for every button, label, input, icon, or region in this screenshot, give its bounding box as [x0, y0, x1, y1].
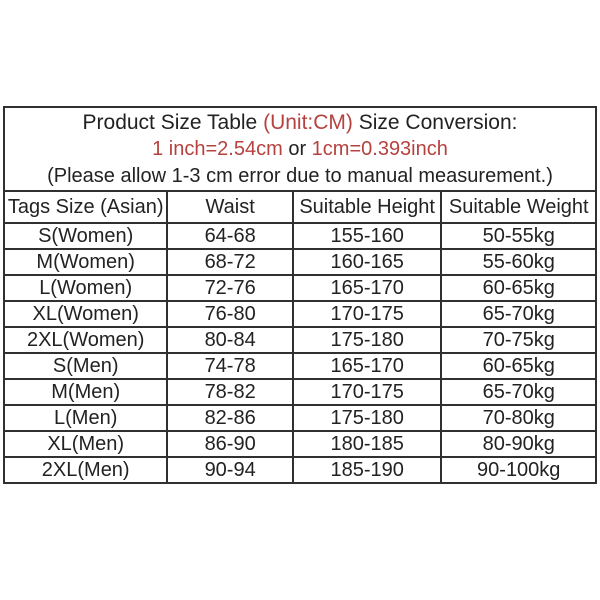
- weight-cell: 60-65kg: [440, 352, 597, 380]
- waist-cell: 68-72: [166, 248, 294, 276]
- size-cell: M(Men): [2, 378, 169, 406]
- col-header-suitable-height: Suitable Height: [291, 190, 443, 224]
- weight-cell: 65-70kg: [440, 300, 597, 328]
- waist-cell: 82-86: [166, 404, 294, 432]
- table-row: 2XL(Women) 80-84 175-180 70-75kg: [2, 326, 597, 354]
- height-cell: 160-165: [291, 248, 443, 276]
- waist-cell: 76-80: [166, 300, 294, 328]
- table-title: Product Size Table (Unit:CM) Size Conver…: [6, 109, 594, 136]
- height-cell: 180-185: [291, 430, 443, 458]
- product-size-table: Product Size Table (Unit:CM) Size Conver…: [2, 106, 597, 484]
- height-cell: 170-175: [291, 378, 443, 406]
- size-cell: M(Women): [2, 248, 169, 276]
- weight-cell: 55-60kg: [440, 248, 597, 276]
- waist-cell: 74-78: [166, 352, 294, 380]
- weight-cell: 60-65kg: [440, 274, 597, 302]
- height-cell: 175-180: [291, 404, 443, 432]
- height-cell: 175-180: [291, 326, 443, 354]
- height-cell: 185-190: [291, 456, 443, 484]
- waist-cell: 90-94: [166, 456, 294, 484]
- height-cell: 155-160: [291, 222, 443, 250]
- size-cell: XL(Women): [2, 300, 169, 328]
- size-cell: 2XL(Women): [2, 326, 169, 354]
- weight-cell: 50-55kg: [440, 222, 597, 250]
- conversion-line: 1 inch=2.54cm or 1cm=0.393inch: [6, 136, 594, 163]
- column-header-row: Tags Size (Asian) Waist Suitable Height …: [2, 190, 597, 224]
- table-title-block: Product Size Table (Unit:CM) Size Conver…: [3, 106, 597, 192]
- conversion-or: or: [282, 137, 312, 160]
- table-row: XL(Women) 76-80 170-175 65-70kg: [2, 300, 597, 328]
- cm-to-inch: 1cm=0.393inch: [311, 137, 448, 160]
- measurement-note: (Please allow 1-3 cm error due to manual…: [47, 164, 553, 187]
- weight-cell: 80-90kg: [440, 430, 597, 458]
- waist-cell: 72-76: [166, 274, 294, 302]
- table-row: M(Women) 68-72 160-165 55-60kg: [2, 248, 597, 276]
- waist-cell: 80-84: [166, 326, 294, 354]
- unit-cm-highlight: (Unit:CM): [263, 110, 353, 134]
- title-row: Product Size Table (Unit:CM) Size Conver…: [3, 106, 597, 192]
- col-header-waist: Waist: [166, 190, 294, 224]
- table-row: XL(Men) 86-90 180-185 80-90kg: [2, 430, 597, 458]
- weight-cell: 70-75kg: [440, 326, 597, 354]
- table-row: M(Men) 78-82 170-175 65-70kg: [2, 378, 597, 406]
- size-cell: L(Men): [2, 404, 169, 432]
- height-cell: 170-175: [291, 300, 443, 328]
- title-prefix: Product Size Table: [82, 110, 264, 134]
- col-header-tags-size: Tags Size (Asian): [2, 190, 169, 224]
- size-cell: XL(Men): [2, 430, 169, 458]
- weight-cell: 90-100kg: [440, 456, 597, 484]
- waist-cell: 86-90: [166, 430, 294, 458]
- waist-cell: 64-68: [166, 222, 294, 250]
- size-cell: 2XL(Men): [2, 456, 169, 484]
- size-cell: S(Men): [2, 352, 169, 380]
- table-row: L(Women) 72-76 165-170 60-65kg: [2, 274, 597, 302]
- col-header-suitable-weight: Suitable Weight: [440, 190, 597, 224]
- waist-cell: 78-82: [166, 378, 294, 406]
- product-size-table-frame: Product Size Table (Unit:CM) Size Conver…: [2, 106, 597, 484]
- title-suffix: Size Conversion:: [352, 110, 518, 134]
- inch-to-cm: 1 inch=2.54cm: [152, 137, 283, 160]
- table-row: L(Men) 82-86 175-180 70-80kg: [2, 404, 597, 432]
- weight-cell: 70-80kg: [440, 404, 597, 432]
- height-cell: 165-170: [291, 274, 443, 302]
- table-row: S(Women) 64-68 155-160 50-55kg: [2, 222, 597, 250]
- size-cell: S(Women): [2, 222, 169, 250]
- height-cell: 165-170: [291, 352, 443, 380]
- table-row: S(Men) 74-78 165-170 60-65kg: [2, 352, 597, 380]
- table-row: 2XL(Men) 90-94 185-190 90-100kg: [2, 456, 597, 484]
- weight-cell: 65-70kg: [440, 378, 597, 406]
- size-cell: L(Women): [2, 274, 169, 302]
